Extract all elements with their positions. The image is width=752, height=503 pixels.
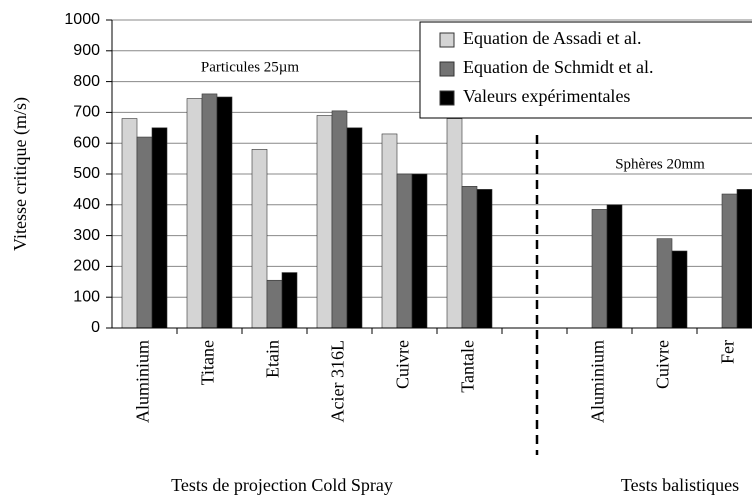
bar — [411, 173, 428, 329]
y-tick-label: 900 — [73, 42, 100, 59]
annotation: Sphères 20mm — [615, 156, 705, 172]
bar — [736, 189, 752, 329]
legend-label: Equation de Assadi et al. — [463, 28, 641, 48]
bar — [201, 93, 218, 329]
bar — [121, 118, 138, 329]
x-tick-label: Etain — [263, 340, 283, 378]
bar — [186, 98, 203, 329]
x-tick-label: Tantale — [458, 340, 478, 393]
y-tick-label: 500 — [73, 165, 100, 182]
bar — [136, 136, 153, 329]
x-tick-label: Fer — [718, 340, 738, 364]
x-tick-label: Aluminium — [133, 340, 153, 423]
group-label: Tests balistiques — [621, 475, 739, 495]
y-tick-label: 200 — [73, 258, 100, 275]
bar — [591, 209, 608, 329]
y-tick-label: 600 — [73, 134, 100, 151]
y-tick-label: 1000 — [64, 11, 100, 28]
y-axis-label: Vitesse critique (m/s) — [10, 97, 31, 251]
bar — [671, 250, 688, 329]
bar — [656, 238, 673, 329]
bar — [446, 118, 463, 329]
bar — [476, 189, 493, 329]
bar — [251, 149, 268, 329]
y-tick-label: 400 — [73, 196, 100, 213]
legend-swatch — [439, 90, 455, 106]
x-tick-label: Cuivre — [653, 340, 673, 389]
legend-swatch — [439, 61, 455, 77]
bar — [281, 272, 298, 329]
x-tick-label: Titane — [198, 340, 218, 385]
bar — [606, 204, 623, 329]
group-label: Tests de projection Cold Spray — [171, 475, 393, 495]
legend-label: Valeurs expérimentales — [463, 86, 630, 106]
legend-box — [419, 21, 752, 119]
y-tick-label: 100 — [73, 288, 100, 305]
y-tick-label: 300 — [73, 227, 100, 244]
annotation: Particules 25µm — [201, 59, 300, 75]
bar — [151, 127, 168, 329]
bar — [316, 115, 333, 329]
bar — [396, 173, 413, 329]
x-tick-label: Aluminium — [588, 340, 608, 423]
y-tick-label: 700 — [73, 104, 100, 121]
bar — [461, 186, 478, 329]
x-tick-label: Acier 316L — [328, 340, 348, 422]
bar — [266, 279, 283, 329]
bar — [721, 193, 738, 329]
y-tick-label: 800 — [73, 73, 100, 90]
bar — [331, 110, 348, 329]
legend-swatch — [439, 32, 455, 48]
legend-label: Equation de Schmidt et al. — [463, 57, 653, 77]
x-tick-label: Cuivre — [393, 340, 413, 389]
bar — [381, 133, 398, 329]
bar — [346, 127, 363, 329]
bar — [216, 96, 233, 329]
y-tick-label: 0 — [91, 319, 100, 336]
